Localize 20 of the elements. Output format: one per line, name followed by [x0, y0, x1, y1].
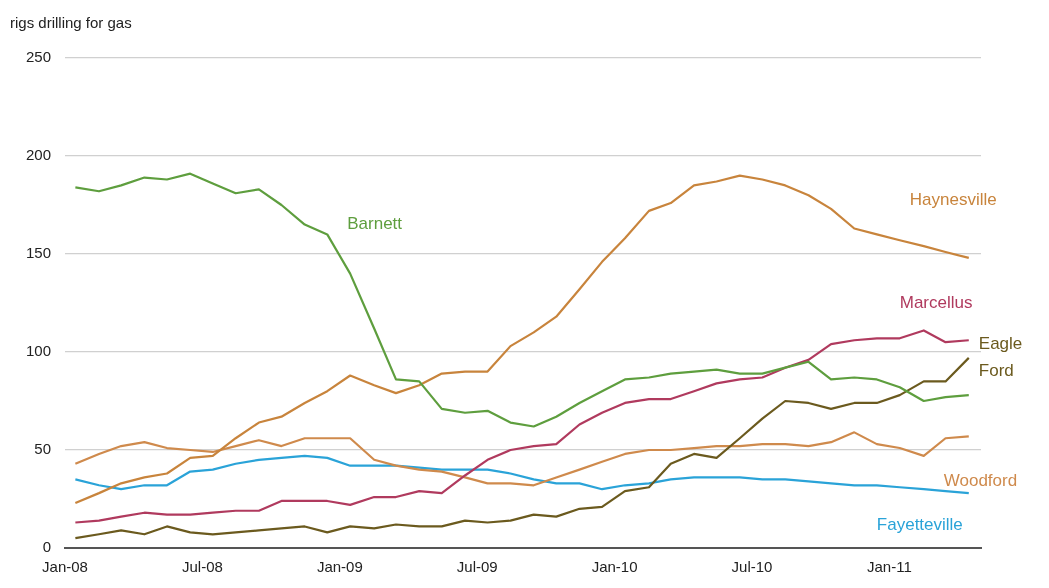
y-tick-label: 150 — [26, 244, 52, 262]
x-tick-label: Jul-10 — [731, 558, 773, 576]
y-tick-label: 200 — [26, 146, 52, 164]
y-axis-title: rigs drilling for gas — [10, 13, 132, 31]
y-tick-label: 0 — [42, 538, 52, 556]
x-tick-label: Jul-08 — [181, 558, 223, 576]
series-label: Barnett — [347, 214, 403, 234]
x-tick-label: Jul-09 — [456, 558, 498, 576]
series-label: Haynesville — [909, 189, 997, 209]
series-label: Eagle Ford — [978, 334, 1023, 381]
y-tick-label: 250 — [26, 48, 52, 66]
x-tick-label: Jan-09 — [316, 558, 363, 576]
series-label: Fayetteville — [876, 514, 963, 534]
x-tick-label: Jan-11 — [867, 558, 912, 576]
series-label: Woodford — [943, 470, 1018, 490]
y-tick-label: 50 — [34, 440, 52, 458]
x-tick-label: Jan-10 — [591, 558, 638, 576]
x-tick-label: Jan-08 — [42, 558, 88, 576]
series-label: Marcellus — [899, 292, 973, 312]
y-tick-label: 100 — [26, 342, 52, 360]
